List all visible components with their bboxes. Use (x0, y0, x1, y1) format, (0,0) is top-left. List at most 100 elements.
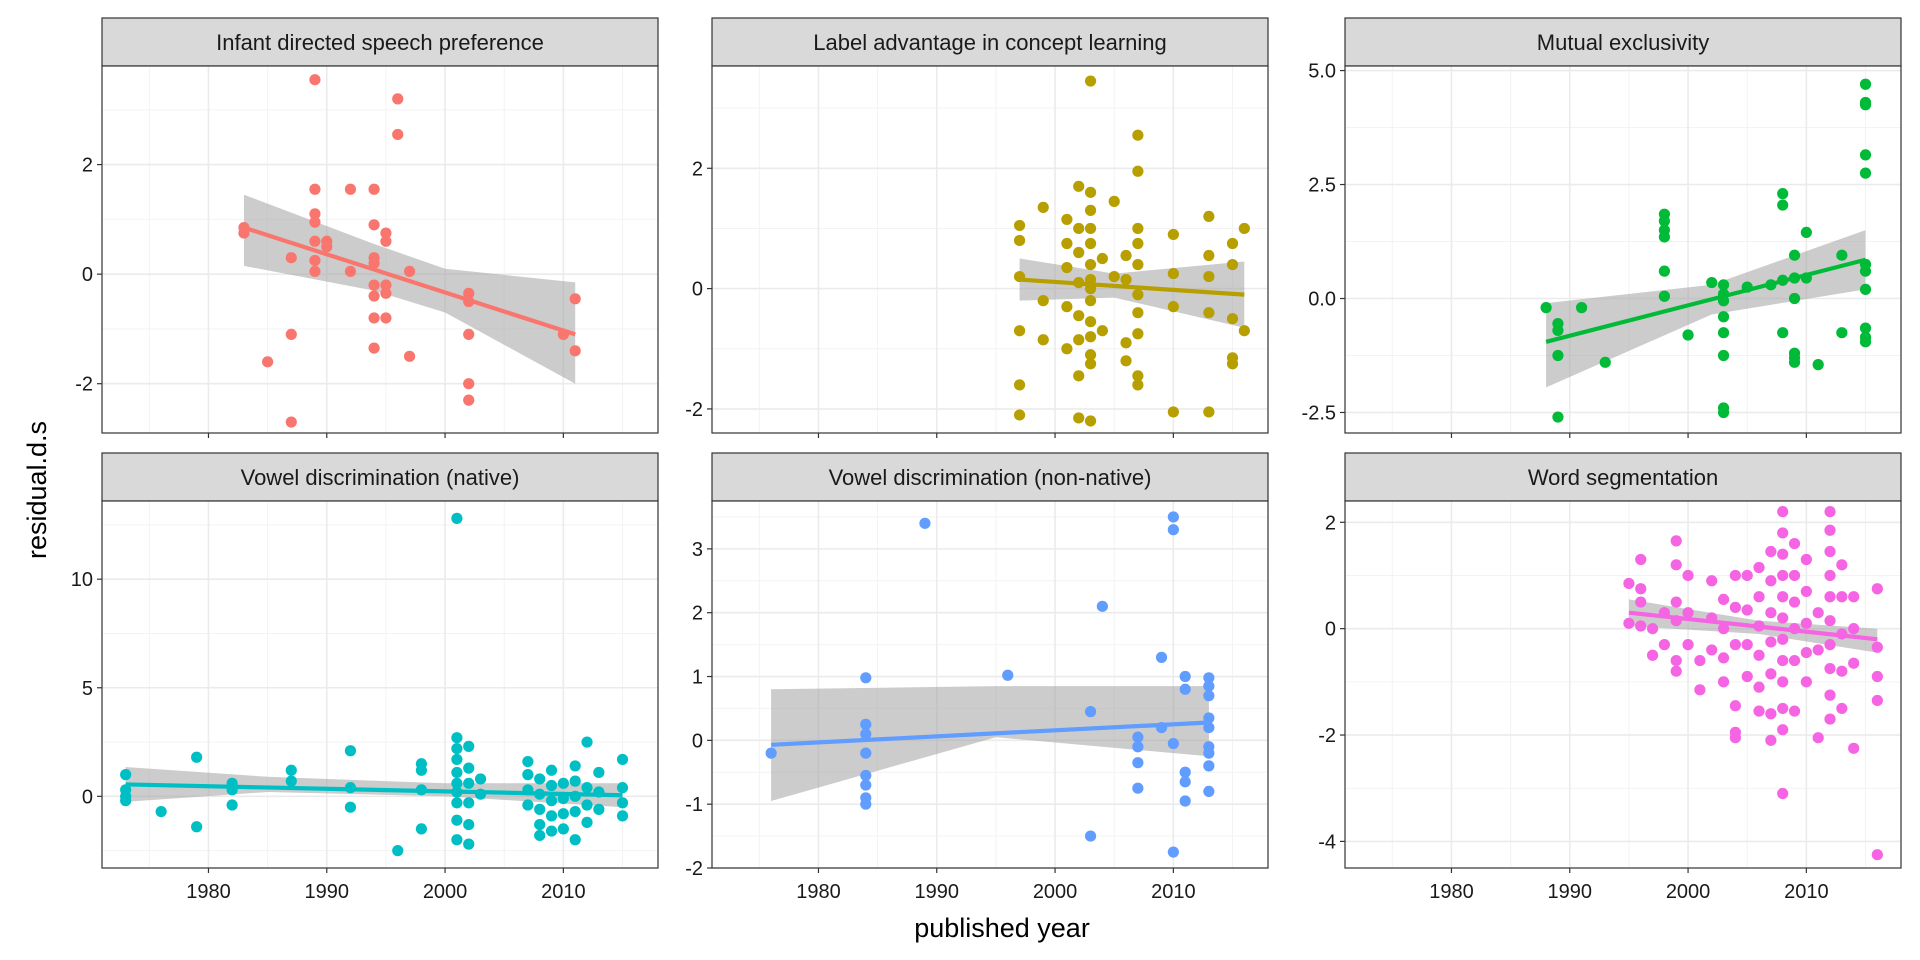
data-point (1859, 167, 1872, 179)
data-point (1871, 583, 1883, 595)
data-point (1777, 676, 1789, 688)
data-point (1108, 195, 1120, 207)
data-point (1073, 412, 1085, 424)
data-point (463, 287, 475, 299)
data-point (1765, 545, 1777, 558)
data-point (1635, 583, 1647, 595)
y-tick-label: 5 (82, 678, 93, 700)
data-point (545, 764, 558, 776)
data-point (1717, 311, 1730, 323)
y-tick-label: 0 (82, 786, 93, 808)
data-point (368, 257, 380, 269)
data-point (1013, 409, 1026, 421)
data-point (1167, 228, 1179, 241)
confidence-band (771, 686, 1209, 801)
confidence-band (1546, 230, 1866, 388)
data-point (1670, 535, 1682, 547)
data-point (1859, 265, 1872, 277)
data-point (1132, 379, 1144, 391)
data-point (1777, 506, 1789, 518)
data-point (344, 745, 357, 757)
data-point (1658, 231, 1671, 243)
facet-title: Vowel discrimination (non-native) (829, 465, 1152, 490)
data-point (1132, 757, 1144, 769)
data-point (451, 777, 463, 789)
panel-border (101, 500, 659, 869)
y-tick-label: -2 (1318, 725, 1336, 747)
data-point (1061, 213, 1073, 226)
data-point (593, 766, 605, 779)
data-point (451, 834, 463, 846)
data-point (309, 254, 321, 267)
data-point (1132, 237, 1144, 250)
data-point (1132, 289, 1144, 301)
data-point (1824, 569, 1836, 582)
data-point (1777, 633, 1789, 645)
data-point (1084, 237, 1097, 250)
data-point (1073, 370, 1085, 382)
data-point (1859, 336, 1872, 348)
data-point (1132, 258, 1144, 271)
data-point (463, 740, 475, 752)
panel-background (1345, 501, 1901, 868)
data-point (1203, 721, 1215, 734)
data-point (1203, 747, 1215, 759)
data-point (1777, 787, 1789, 800)
data-point (1859, 322, 1872, 334)
data-point (1635, 553, 1647, 566)
data-point (1788, 705, 1801, 717)
data-point (1120, 273, 1132, 286)
data-point (545, 825, 558, 837)
data-point (1623, 577, 1635, 590)
data-point (1132, 307, 1144, 319)
data-point (1765, 734, 1777, 746)
data-point (1859, 283, 1872, 295)
y-tick-label: 0 (692, 730, 703, 752)
data-point (1670, 654, 1682, 667)
data-point (1706, 276, 1718, 289)
panel-border (711, 65, 1269, 434)
data-point (1836, 559, 1848, 571)
data-point (309, 235, 321, 247)
data-point (616, 810, 629, 822)
data-point (1167, 511, 1179, 523)
data-point (1096, 600, 1108, 612)
data-point (1167, 406, 1179, 418)
data-point (1061, 261, 1073, 274)
facet-title: Infant directed speech preference (216, 30, 544, 55)
data-point (1800, 617, 1812, 629)
data-point (1717, 676, 1730, 688)
data-point (463, 797, 475, 809)
data-point (1084, 204, 1097, 216)
y-tick-label: 2.5 (1308, 175, 1336, 197)
data-point (392, 845, 404, 857)
data-point (1132, 222, 1144, 235)
data-point (1753, 705, 1765, 717)
data-point (1800, 226, 1812, 239)
data-point (1552, 324, 1564, 337)
data-point (1800, 646, 1812, 659)
data-point (1682, 329, 1694, 341)
data-point (1788, 537, 1801, 550)
data-point (1824, 506, 1836, 518)
y-tick-label: 5.0 (1308, 61, 1336, 83)
data-point (1848, 657, 1860, 669)
data-point (1729, 601, 1741, 613)
data-point (1729, 569, 1741, 582)
data-point (1658, 290, 1671, 302)
data-point (569, 775, 581, 787)
data-point (285, 252, 297, 264)
facet-panel: Vowel discrimination (non-native) -2 -1 0 1 2… (685, 452, 1269, 903)
trend-line (1545, 257, 1867, 344)
y-tick-label: 2 (692, 603, 703, 625)
data-point (522, 755, 534, 768)
data-point (1037, 334, 1049, 346)
data-point (1132, 731, 1144, 743)
data-point (1084, 415, 1097, 427)
data-point (545, 779, 558, 792)
facet-strip (1344, 17, 1902, 67)
data-point (1658, 215, 1671, 227)
trend-line (243, 225, 576, 337)
data-point (1120, 249, 1132, 262)
data-point (1670, 559, 1682, 571)
